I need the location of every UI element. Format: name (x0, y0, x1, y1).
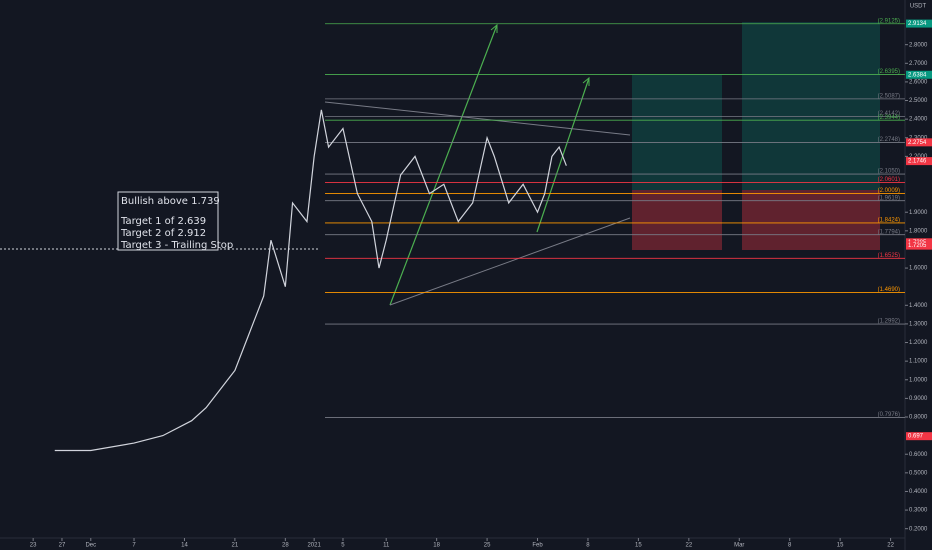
level-label: (2.5087) (878, 93, 900, 99)
level-label: (2.0601) (878, 177, 900, 183)
y-tick-label: 0.8000 (909, 415, 928, 421)
trend-line (389, 217, 631, 306)
x-tick-label: 8 (788, 543, 792, 549)
x-tick-label: 22 (685, 543, 692, 549)
price-tag-label: 2.9134 (908, 21, 927, 27)
x-tick-label: Feb (532, 543, 543, 549)
level-label: (0.7976) (878, 412, 900, 418)
price-line (54, 109, 567, 452)
x-tick-label: 2021 (307, 543, 321, 549)
y-tick-label: 1.1000 (909, 359, 928, 365)
y-tick-label: 1.8000 (909, 228, 928, 234)
level-label: (1.2992) (878, 319, 900, 325)
level-label: (2.2748) (878, 137, 900, 143)
price-tag (906, 19, 932, 28)
x-tick-label: 8 (586, 543, 590, 549)
x-tick-label: Dec (85, 543, 96, 549)
target-zone (632, 75, 722, 190)
x-tick-label: 22 (887, 543, 894, 549)
annotation-text: Target 2 of 2.912 (120, 228, 206, 239)
arrowhead (582, 76, 590, 86)
x-tick-label: 15 (635, 543, 642, 549)
y-tick-label: 0.2000 (909, 526, 928, 532)
stop-zone (632, 190, 722, 250)
price-tag-label: 2.6384 (908, 72, 927, 78)
x-tick-label: 15 (837, 543, 844, 549)
level-label: (2.6395) (878, 69, 900, 75)
level-label: (2.3944) (878, 115, 900, 121)
price-tag (906, 241, 932, 250)
y-tick-label: 0.4000 (909, 489, 928, 495)
y-tick-label: 0.5000 (909, 470, 928, 476)
annotation-text: Target 3 - Trailing Stop (120, 240, 233, 251)
x-tick-label: 5 (341, 543, 345, 549)
y-tick-label: 2.7000 (909, 61, 928, 67)
projection-arrow (536, 77, 590, 233)
stop-zone (742, 190, 880, 250)
level-label: (2.9125) (878, 18, 900, 24)
y-tick-label: 2.2000 (909, 154, 928, 160)
level-label: (1.7794) (878, 229, 900, 235)
level-label: (1.4690) (878, 287, 900, 293)
x-tick-label: 27 (59, 543, 66, 549)
annotation-box (117, 191, 219, 251)
price-tag (906, 70, 932, 79)
y-tick-label: 1.0000 (909, 377, 928, 383)
y-tick-label: 2.5000 (909, 98, 928, 104)
level-label: (1.9619) (878, 195, 900, 201)
y-tick-label: 1.9000 (909, 210, 928, 216)
annotation-text: Bullish above 1.739 (121, 196, 220, 207)
y-tick-label: 0.3000 (909, 508, 928, 514)
level-label: (1.6525) (878, 253, 900, 259)
level-label: (1.8424) (878, 218, 900, 224)
level-label: (2.4142) (878, 111, 900, 117)
price-tag (906, 157, 932, 166)
x-tick-label: 21 (232, 543, 239, 549)
y-tick-label: 1.6000 (909, 266, 928, 272)
arrowhead (490, 23, 498, 33)
x-tick-label: 28 (282, 543, 289, 549)
level-label: (2.0009) (878, 188, 900, 194)
target-zone (742, 22, 880, 190)
price-tag-label: 1.7205 (908, 243, 927, 249)
price-tag-label: 2.2754 (908, 140, 927, 146)
y-tick-label: 2.3000 (909, 135, 928, 141)
x-tick-label: 23 (30, 543, 37, 549)
y-tick-label: 2.8000 (909, 42, 928, 48)
x-tick-label: 18 (433, 543, 440, 549)
y-tick-label: 1.4000 (909, 303, 928, 309)
price-tag (906, 432, 932, 441)
x-tick-label: Mar (734, 543, 744, 549)
y-tick-label: 0.9000 (909, 396, 928, 402)
currency-label: USDT (910, 4, 927, 10)
y-tick-label: 2.4000 (909, 117, 928, 123)
level-label: (2.1050) (878, 169, 900, 175)
annotation-text: Target 1 of 2.639 (120, 216, 206, 227)
trend-line (324, 101, 631, 136)
x-tick-label: 11 (383, 543, 390, 549)
y-tick-label: 0.6000 (909, 452, 928, 458)
price-tag-label: 0.697 (908, 434, 924, 440)
y-tick-label: 1.2000 (909, 340, 928, 346)
x-tick-label: 14 (181, 543, 188, 549)
price-tag (906, 138, 932, 147)
x-tick-label: 7 (132, 543, 136, 549)
x-tick-label: 25 (484, 543, 491, 549)
y-tick-label: 1.3000 (909, 321, 928, 327)
price-tag-label: 2.1746 (908, 159, 927, 165)
y-tick-label: 2.6000 (909, 79, 928, 85)
